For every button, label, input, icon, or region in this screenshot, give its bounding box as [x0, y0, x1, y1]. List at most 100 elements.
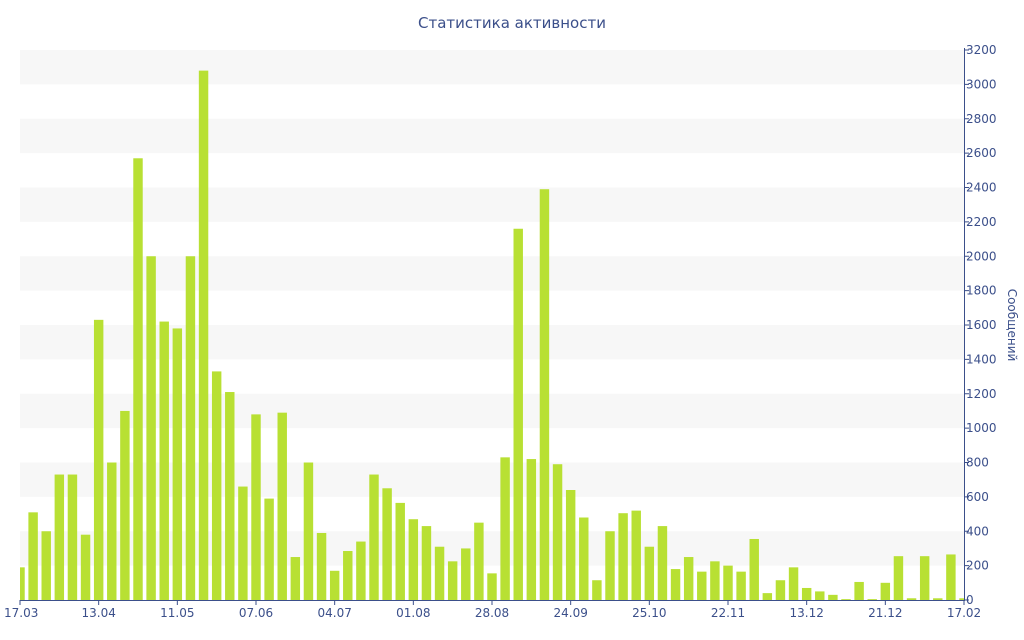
x-tick-label: 24.09	[553, 606, 587, 620]
x-tick-label: 22.11	[711, 606, 745, 620]
bar	[421, 526, 432, 600]
bar	[67, 474, 78, 600]
bar	[356, 541, 366, 600]
y-tick-label: 1800	[966, 284, 997, 298]
y-tick-label: 3000	[966, 77, 997, 91]
bar	[172, 328, 183, 600]
bar	[933, 598, 943, 600]
bar	[395, 502, 405, 600]
y-tick-label: 2800	[966, 112, 997, 126]
bar	[474, 522, 484, 600]
y-tick-label: 1600	[966, 318, 997, 332]
bar	[198, 70, 209, 600]
bar	[329, 570, 340, 600]
x-tick-label: 07.06	[239, 606, 273, 620]
y-tick-label: 1400	[966, 352, 997, 366]
bar	[54, 474, 65, 600]
bar	[697, 571, 707, 600]
bar	[513, 228, 523, 600]
x-tick-label: 13.04	[81, 606, 115, 620]
bar	[723, 565, 733, 600]
bar	[461, 548, 471, 600]
axes	[19, 48, 969, 605]
bar	[815, 591, 825, 600]
bar	[775, 580, 786, 600]
y-tick-label: 2000	[966, 249, 997, 263]
bar	[828, 594, 838, 600]
bar	[447, 561, 458, 600]
bar	[841, 599, 851, 600]
x-tick-label: 11.05	[160, 606, 194, 620]
bar	[539, 189, 550, 600]
bar	[749, 538, 759, 600]
bar	[946, 554, 956, 600]
bar-series	[20, 70, 964, 600]
bar	[107, 462, 117, 600]
y-tick-label: 600	[966, 490, 989, 504]
bar	[919, 556, 930, 600]
bar	[762, 593, 773, 600]
bar	[120, 410, 130, 600]
y-tick-label: 2600	[966, 146, 997, 160]
x-tick-label: 13.12	[789, 606, 823, 620]
bar	[657, 526, 668, 600]
bar	[251, 414, 261, 600]
x-tick-label: 25.10	[632, 606, 666, 620]
y-tick-label: 2400	[966, 181, 997, 195]
bar	[225, 392, 235, 600]
bar	[526, 459, 537, 600]
bar	[369, 474, 379, 600]
bar	[316, 532, 327, 600]
bar	[434, 546, 445, 600]
y-tick-labels: 0 200 400 600 800 1000 1200 1400 1600 1800 2000 220…	[966, 43, 997, 607]
grid-band	[20, 118, 964, 154]
x-tick-labels: 17.03 13.04 11.05 07.06 04.07 01.08 28.08 24.09…	[4, 606, 981, 620]
bar	[382, 488, 392, 600]
bar	[579, 517, 589, 600]
y-axis-label: Сообщений	[1005, 289, 1019, 362]
bar	[592, 580, 602, 600]
bar	[500, 457, 510, 600]
x-tick-label: 17.02	[947, 606, 981, 620]
bar	[683, 557, 694, 600]
bar	[631, 510, 641, 600]
bar	[788, 567, 799, 600]
bar	[343, 551, 353, 600]
bar	[618, 513, 628, 600]
bar	[290, 557, 301, 600]
x-tick-label: 17.03	[4, 606, 38, 620]
x-tick-label: 04.07	[317, 606, 351, 620]
bar	[264, 498, 274, 600]
x-tick-label: 28.08	[475, 606, 509, 620]
bar	[277, 412, 287, 600]
bar	[146, 256, 156, 600]
bar	[670, 569, 681, 600]
bar	[736, 571, 746, 600]
grid-band	[20, 50, 964, 85]
bar	[211, 371, 222, 600]
bar	[893, 556, 904, 600]
y-tick-label: 800	[966, 456, 989, 470]
bar	[552, 464, 563, 600]
x-tick-label: 21.12	[868, 606, 902, 620]
bar	[133, 158, 143, 600]
bar	[801, 587, 812, 600]
grid-band	[20, 187, 964, 222]
y-tick-label: 1200	[966, 387, 997, 401]
y-tick-label: 200	[966, 559, 989, 573]
bar	[906, 598, 917, 600]
bar	[159, 321, 169, 600]
bar	[880, 582, 891, 600]
y-tick-label: 2200	[966, 215, 997, 229]
bar	[20, 567, 25, 600]
bar	[867, 599, 877, 600]
bar	[28, 512, 38, 600]
y-tick-label: 400	[966, 524, 989, 538]
bar	[710, 561, 720, 600]
bar	[565, 490, 576, 600]
bar	[93, 319, 104, 600]
bar	[959, 598, 964, 600]
bar	[644, 546, 655, 600]
x-tick-label: 01.08	[396, 606, 430, 620]
